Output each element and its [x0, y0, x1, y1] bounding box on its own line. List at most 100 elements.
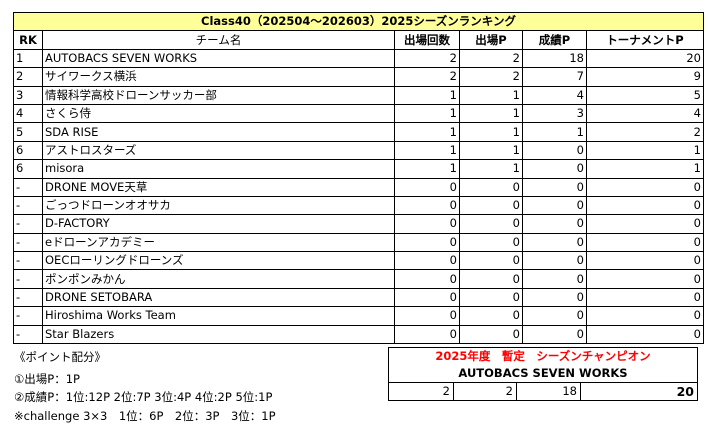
cell-name: サイワークス横浜 [43, 68, 395, 86]
cell-appearance-points: 0 [460, 307, 523, 325]
cell-rk: 3 [14, 86, 43, 104]
points-heading: 《ポイント配分》 [14, 349, 106, 366]
cell-rk: 6 [14, 141, 43, 159]
cell-result-points: 0 [523, 178, 587, 196]
cell-appearance-points: 0 [460, 270, 523, 288]
header-tournament-points: トーナメントP [587, 31, 704, 49]
cell-result-points: 1 [523, 123, 587, 141]
cell-rk: 4 [14, 104, 43, 122]
cell-tournament-points: 0 [587, 215, 704, 233]
cell-rk: - [14, 270, 43, 288]
champion-appearances: 2 [389, 383, 454, 401]
cell-tournament-points: 9 [587, 68, 704, 86]
header-rk: RK [14, 31, 43, 49]
cell-name: AUTOBACS SEVEN WORKS [43, 49, 395, 67]
cell-appearance-points: 0 [460, 252, 523, 270]
cell-name: Star Blazers [43, 325, 395, 343]
cell-appearance-points: 1 [460, 141, 523, 159]
cell-name: SDA RISE [43, 123, 395, 141]
cell-name: さくら侍 [43, 104, 395, 122]
cell-rk: 1 [14, 49, 43, 67]
cell-name: OECローリングドローンズ [43, 252, 395, 270]
champion-result-points: 18 [517, 383, 581, 401]
cell-tournament-points: 0 [587, 233, 704, 251]
cell-name: DRONE SETOBARA [43, 288, 395, 306]
cell-tournament-points: 1 [587, 141, 704, 159]
table-row: 3 情報科学高校ドローンサッカー部 1 1 4 5 [14, 86, 704, 104]
table-row: - D-FACTORY 0 0 0 0 [14, 215, 704, 233]
cell-appearances: 2 [395, 68, 460, 86]
cell-tournament-points: 0 [587, 178, 704, 196]
cell-appearances: 0 [395, 178, 460, 196]
cell-appearance-points: 1 [460, 104, 523, 122]
points-rule-result: ②成績P：1位:12P 2位:7P 3位:4P 4位:2P 5位:1P [14, 389, 272, 406]
cell-name: D-FACTORY [43, 215, 395, 233]
cell-tournament-points: 0 [587, 325, 704, 343]
cell-rk: - [14, 196, 43, 214]
champion-appearance-points: 2 [454, 383, 517, 401]
table-row: 2 サイワークス横浜 2 2 7 9 [14, 68, 704, 86]
cell-appearances: 1 [395, 104, 460, 122]
cell-appearances: 0 [395, 233, 460, 251]
table-row: - OECローリングドローンズ 0 0 0 0 [14, 252, 704, 270]
cell-tournament-points: 0 [587, 307, 704, 325]
cell-appearance-points: 2 [460, 68, 523, 86]
cell-appearances: 0 [395, 288, 460, 306]
cell-appearances: 1 [395, 86, 460, 104]
cell-result-points: 0 [523, 160, 587, 178]
cell-tournament-points: 0 [587, 270, 704, 288]
cell-tournament-points: 0 [587, 196, 704, 214]
table-row: - DRONE MOVE天草 0 0 0 0 [14, 178, 704, 196]
cell-result-points: 0 [523, 252, 587, 270]
table-row: - ポンポンみかん 0 0 0 0 [14, 270, 704, 288]
cell-appearances: 1 [395, 160, 460, 178]
cell-result-points: 3 [523, 104, 587, 122]
cell-result-points: 18 [523, 49, 587, 67]
cell-tournament-points: 0 [587, 288, 704, 306]
cell-tournament-points: 20 [587, 49, 704, 67]
cell-name: DRONE MOVE天草 [43, 178, 395, 196]
header-appearances: 出場回数 [395, 31, 460, 49]
cell-rk: 5 [14, 123, 43, 141]
table-title: Class40（202504～202603）2025シーズンランキング [14, 13, 704, 31]
table-row: 6 アストロスターズ 1 1 0 1 [14, 141, 704, 159]
points-rule-appearance: ①出場P：1P [14, 371, 80, 388]
cell-name: ごっつドローンオオサカ [43, 196, 395, 214]
table-row: - DRONE SETOBARA 0 0 0 0 [14, 288, 704, 306]
cell-appearance-points: 0 [460, 178, 523, 196]
cell-appearance-points: 2 [460, 49, 523, 67]
table-row: 1 AUTOBACS SEVEN WORKS 2 2 18 20 [14, 49, 704, 67]
table-row: - Star Blazers 0 0 0 0 [14, 325, 704, 343]
table-row: 4 さくら侍 1 1 3 4 [14, 104, 704, 122]
cell-tournament-points: 0 [587, 252, 704, 270]
cell-rk: 2 [14, 68, 43, 86]
cell-result-points: 0 [523, 325, 587, 343]
cell-appearance-points: 0 [460, 196, 523, 214]
cell-name: Hiroshima Works Team [43, 307, 395, 325]
table-row: - ごっつドローンオオサカ 0 0 0 0 [14, 196, 704, 214]
cell-rk: - [14, 288, 43, 306]
cell-appearances: 1 [395, 141, 460, 159]
cell-rk: - [14, 178, 43, 196]
table-row: - Hiroshima Works Team 0 0 0 0 [14, 307, 704, 325]
cell-result-points: 0 [523, 270, 587, 288]
cell-tournament-points: 5 [587, 86, 704, 104]
cell-result-points: 0 [523, 233, 587, 251]
cell-appearances: 1 [395, 123, 460, 141]
cell-result-points: 0 [523, 196, 587, 214]
header-appearance-points: 出場P [460, 31, 523, 49]
header-result-points: 成績P [523, 31, 587, 49]
table-title-row: Class40（202504～202603）2025シーズンランキング [14, 13, 704, 31]
cell-result-points: 0 [523, 307, 587, 325]
cell-appearance-points: 0 [460, 288, 523, 306]
table-row: 5 SDA RISE 1 1 1 2 [14, 123, 704, 141]
cell-name: アストロスターズ [43, 141, 395, 159]
champion-title: 2025年度 暫定 シーズンチャンピオン [389, 348, 698, 366]
cell-appearances: 2 [395, 49, 460, 67]
table-row: 6 misora 1 1 0 1 [14, 160, 704, 178]
cell-rk: - [14, 307, 43, 325]
cell-appearances: 0 [395, 252, 460, 270]
cell-result-points: 0 [523, 288, 587, 306]
cell-appearances: 0 [395, 196, 460, 214]
cell-name: ポンポンみかん [43, 270, 395, 288]
